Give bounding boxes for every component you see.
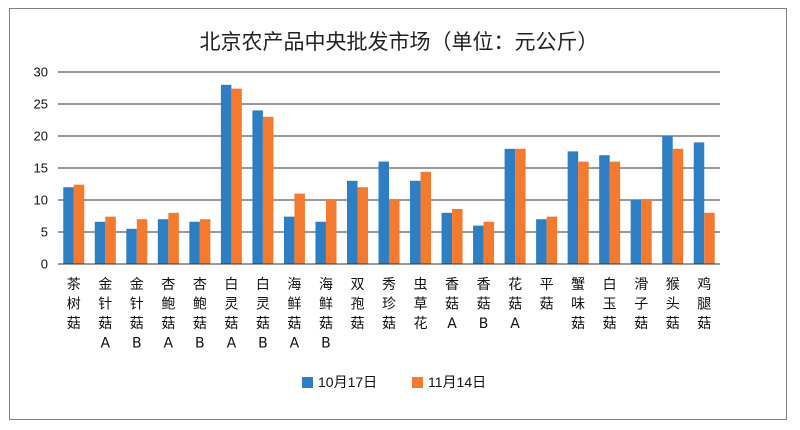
bar-series-1 xyxy=(283,216,295,264)
x-tick-label: 白玉菇 xyxy=(603,277,617,332)
x-tick-label: 白灵菇 B xyxy=(256,277,270,352)
bar-series-1 xyxy=(630,200,642,264)
bar-series-2 xyxy=(294,193,305,264)
bar-series-2 xyxy=(704,212,715,264)
y-tick-label: 0 xyxy=(41,257,48,272)
bar-series-1 xyxy=(536,219,547,264)
x-tick-label: 香菇 A xyxy=(445,277,459,332)
bar-series-2 xyxy=(420,171,432,264)
x-tick-label: 茶树菇 xyxy=(67,277,81,332)
bar-series-1 xyxy=(157,219,169,264)
bar-series-2 xyxy=(199,219,211,264)
bar-series-2 xyxy=(483,221,495,264)
bar-series-2 xyxy=(168,212,179,264)
bar-series-1 xyxy=(473,225,484,264)
bar-series-2 xyxy=(105,216,116,264)
chart-frame: 北京农产品中央批发市场（单位：元公斤） 0 5 10 15 20 25 30 茶树菇 金针菇 A… xyxy=(9,8,787,420)
legend: 10月17日 11月14日 xyxy=(302,374,486,390)
x-tick-label: 双孢菇 xyxy=(350,277,364,332)
y-tick-label: 20 xyxy=(34,129,48,144)
x-tick-label: 猴头菇 xyxy=(666,277,680,332)
x-tick-label: 花菇 A xyxy=(508,277,522,332)
legend-swatch xyxy=(412,377,423,388)
y-tick-label: 15 xyxy=(34,161,48,176)
x-tick-label: 虫草花 xyxy=(414,277,428,332)
bars xyxy=(63,84,715,265)
legend-entry: 10月17日 xyxy=(318,374,377,390)
bar-series-1 xyxy=(315,221,326,264)
x-axis-category-labels: 茶树菇 金针菇 A 金针菇 B 杏鲍菇 A 杏鲍菇 B 白灵菇 A 白灵菇 B 海鲜菇 A 海鲜菇 B 双孢菇 秀珍… xyxy=(67,276,711,352)
bar-series-2 xyxy=(136,219,148,264)
x-tick-label: 金针菇 A xyxy=(98,277,112,352)
chart-title: 北京农产品中央批发市场（单位：元公斤） xyxy=(200,30,599,54)
bar-series-1 xyxy=(189,221,200,264)
x-tick-label: 海鲜菇 B xyxy=(319,277,333,352)
bar-series-2 xyxy=(609,161,621,264)
y-tick-label: 30 xyxy=(34,65,48,80)
x-tick-label: 香菇 B xyxy=(477,277,491,332)
bar-series-1 xyxy=(94,221,106,264)
bar-series-2 xyxy=(262,116,274,264)
bar-series-1 xyxy=(504,148,516,264)
bar-series-2 xyxy=(641,200,652,264)
x-tick-label: 鸡腿菇 xyxy=(697,276,711,332)
bar-series-1 xyxy=(252,110,263,265)
x-tick-label: 金针菇 B xyxy=(130,277,144,352)
bar-series-1 xyxy=(220,84,232,264)
legend-swatch xyxy=(302,377,313,388)
bar-series-2 xyxy=(672,148,684,264)
bar-series-1 xyxy=(599,155,610,264)
bar-series-1 xyxy=(126,228,137,264)
y-tick-label: 10 xyxy=(34,193,48,208)
bar-series-2 xyxy=(231,88,242,264)
bar-series-2 xyxy=(389,200,400,264)
x-tick-label: 蟹味菇 xyxy=(571,277,585,332)
x-tick-label: 平菇 xyxy=(540,277,554,313)
bar-series-2 xyxy=(357,187,368,264)
x-tick-label: 杏鲍菇 A xyxy=(161,277,175,352)
y-axis-ticks: 0 5 10 15 20 25 30 xyxy=(34,65,48,272)
chart: 北京农产品中央批发市场（单位：元公斤） 0 5 10 15 20 25 30 茶树菇 金针菇 A… xyxy=(34,30,720,390)
y-tick-label: 5 xyxy=(41,225,48,240)
bar-series-1 xyxy=(378,161,389,264)
x-tick-label: 杏鲍菇 B xyxy=(193,277,207,352)
x-tick-label: 白灵菇 A xyxy=(224,277,238,352)
legend-entry: 11月14日 xyxy=(428,374,486,390)
bar-series-2 xyxy=(546,216,558,264)
bar-series-1 xyxy=(441,212,453,264)
bar-series-2 xyxy=(452,208,463,264)
bar-series-1 xyxy=(63,187,74,264)
x-tick-label: 秀珍菇 xyxy=(382,277,396,332)
bar-series-2 xyxy=(515,148,526,264)
bar-series-1 xyxy=(567,151,579,264)
bar-series-1 xyxy=(662,136,673,264)
x-tick-label: 滑子菇 xyxy=(634,276,648,332)
bar-series-2 xyxy=(325,200,337,264)
bar-series-2 xyxy=(578,161,589,264)
bar-series-1 xyxy=(693,142,705,264)
x-tick-label: 海鲜菇 A xyxy=(287,277,301,352)
bar-series-1 xyxy=(410,180,421,264)
y-tick-label: 25 xyxy=(34,97,48,112)
bar-series-1 xyxy=(346,180,358,264)
bar-series-2 xyxy=(73,184,85,264)
